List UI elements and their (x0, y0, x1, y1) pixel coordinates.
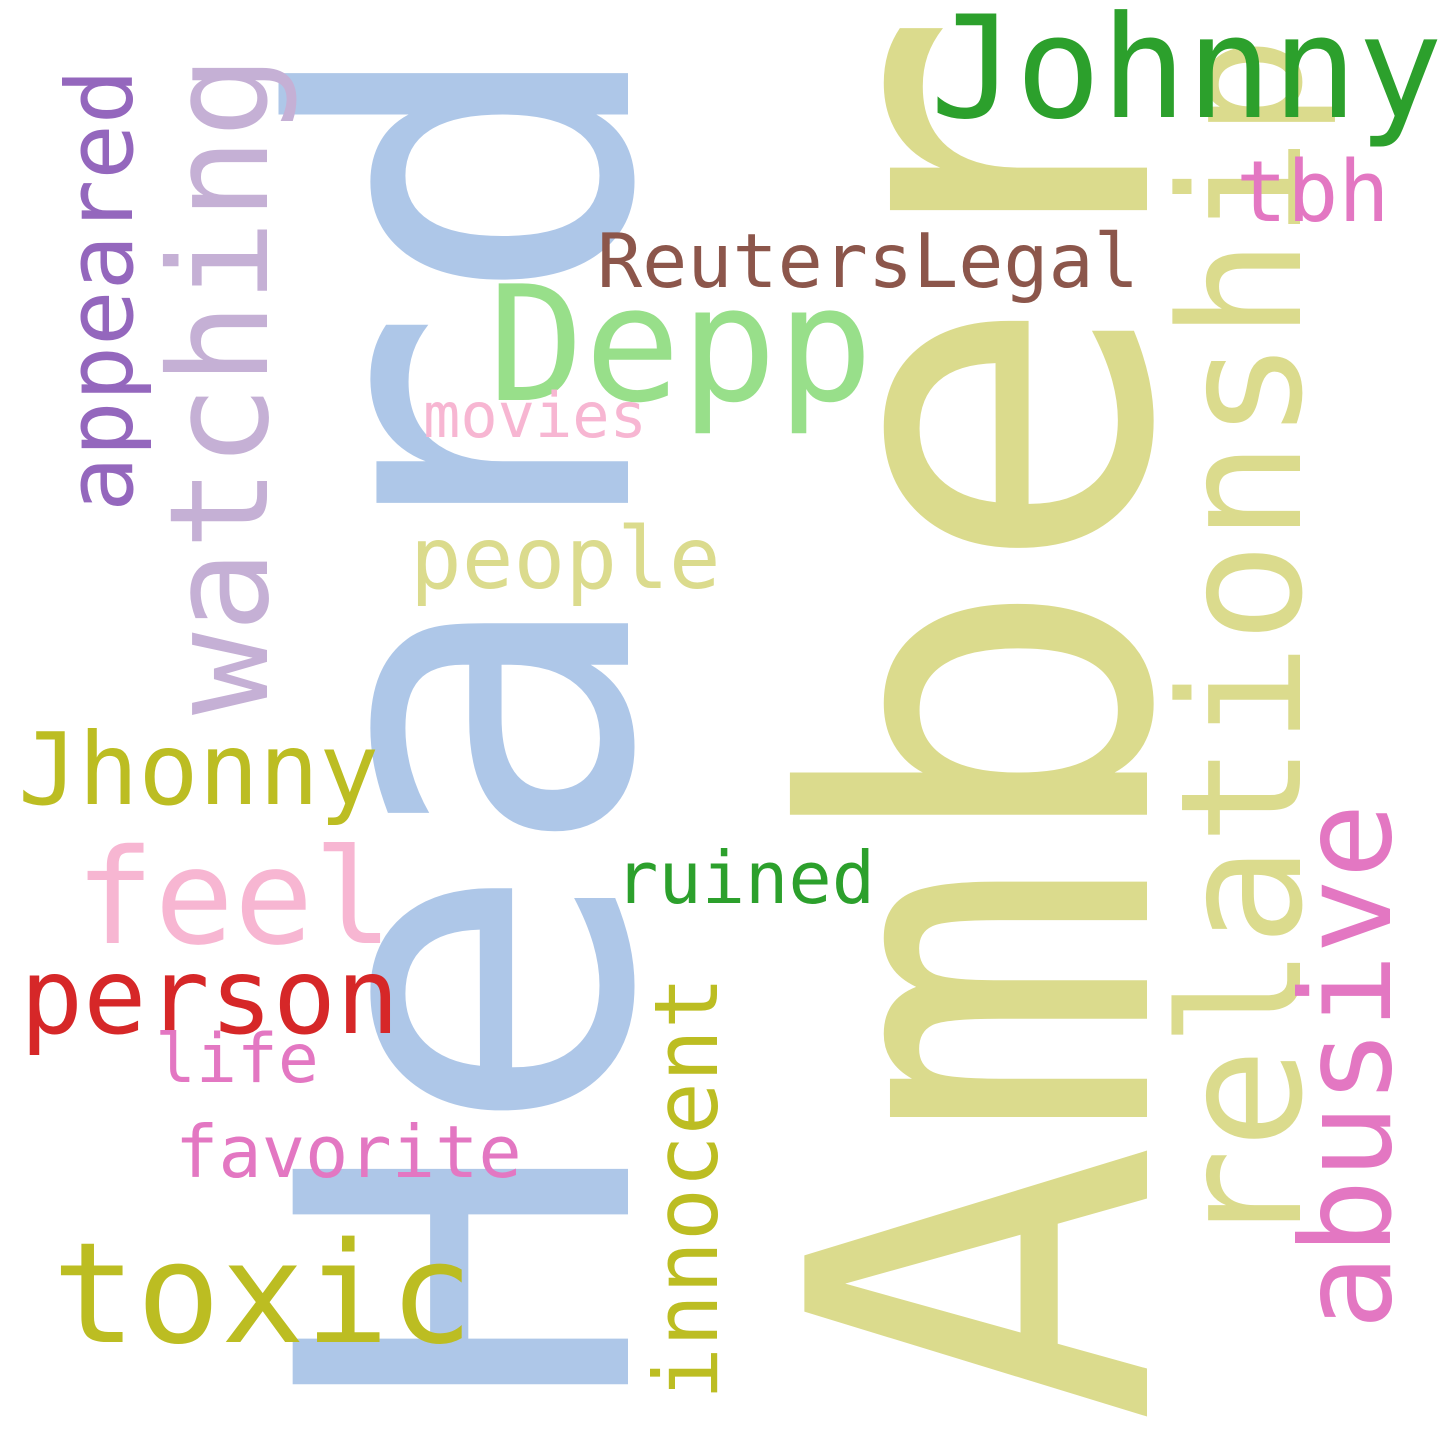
word-favorite: favorite (175, 1110, 522, 1194)
word-ruined: ruined (615, 836, 876, 920)
word-johnny: Johnny (930, 0, 1440, 151)
word-people: people (410, 509, 721, 609)
word-tbh: tbh (1236, 143, 1390, 242)
word-appeared: appeared (47, 68, 154, 512)
word-person: person (20, 936, 400, 1058)
word-life: life (155, 1020, 319, 1099)
word-feel: feel (75, 821, 393, 975)
word-depp: Depp (488, 251, 874, 438)
word-innocent: innocent (635, 976, 738, 1400)
word-watching: watching (141, 55, 300, 715)
word-abusive: abusive (1275, 803, 1420, 1330)
word-jhonny: Jhonny (18, 711, 380, 828)
word-movies: movies (423, 379, 647, 452)
word-toxic: toxic (52, 1213, 474, 1376)
word-reuterslegal: ReutersLegal (597, 217, 1139, 305)
